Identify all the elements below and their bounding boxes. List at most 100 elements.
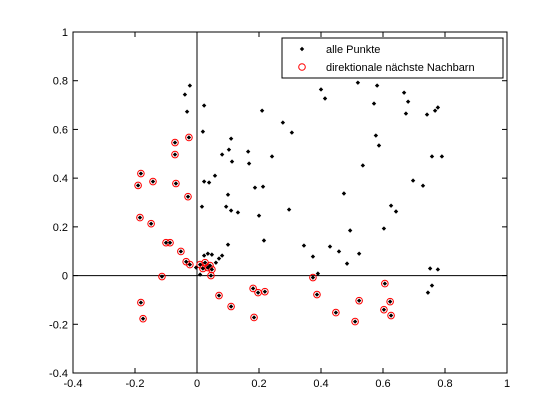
- point: [251, 315, 257, 320]
- neighbor-point: [261, 287, 269, 296]
- point: [228, 208, 234, 213]
- x-tick-label: 0.4: [313, 378, 328, 390]
- point: [167, 240, 173, 245]
- point: [209, 252, 215, 257]
- point: [178, 249, 184, 254]
- point: [245, 149, 251, 154]
- x-tick-label: -0.2: [126, 378, 145, 390]
- point: [201, 103, 207, 108]
- neighbor-point: [227, 302, 235, 311]
- point: [401, 90, 407, 95]
- neighbor-point: [171, 138, 179, 147]
- point: [173, 181, 179, 186]
- point: [310, 254, 316, 259]
- point: [429, 154, 435, 159]
- y-tick-label: 0.6: [53, 124, 68, 136]
- point: [260, 184, 266, 189]
- point: [286, 207, 292, 212]
- legend-marker: [299, 46, 305, 52]
- point: [336, 249, 342, 254]
- neighbor-point: [215, 291, 223, 300]
- neighbor-point: [139, 314, 147, 323]
- point: [138, 300, 144, 305]
- point: [333, 310, 339, 315]
- point: [137, 215, 143, 220]
- point: [202, 260, 208, 265]
- y-tick-label: 0.8: [53, 76, 68, 88]
- point: [229, 159, 235, 164]
- point: [225, 192, 231, 197]
- neighbor-point: [186, 260, 194, 269]
- x-tick-label: 1: [504, 378, 510, 390]
- point: [212, 173, 218, 178]
- point: [187, 262, 193, 267]
- y-tick-label: -0.2: [49, 319, 68, 331]
- point: [186, 135, 192, 140]
- point: [200, 266, 206, 271]
- point: [209, 267, 215, 272]
- x-tick-label: 0.2: [251, 378, 266, 390]
- point: [315, 271, 321, 276]
- point: [289, 130, 295, 135]
- legend-box: [281, 37, 504, 79]
- point: [310, 275, 316, 280]
- point: [341, 191, 347, 196]
- point: [427, 266, 433, 271]
- point: [246, 161, 252, 166]
- neighbor-point: [380, 305, 388, 314]
- neighbor-point: [387, 311, 395, 320]
- point: [197, 272, 203, 277]
- point: [163, 240, 169, 245]
- point: [252, 185, 258, 190]
- point: [381, 307, 387, 312]
- point: [280, 120, 286, 125]
- neighbor-point: [208, 265, 216, 274]
- point: [410, 178, 416, 183]
- point: [352, 319, 358, 324]
- x-tick-label: 0.8: [437, 378, 452, 390]
- neighbor-point: [355, 296, 363, 305]
- neighbor-point: [177, 247, 185, 256]
- point: [213, 260, 219, 265]
- point: [373, 133, 379, 138]
- point: [219, 152, 225, 157]
- point: [356, 298, 362, 303]
- point: [184, 109, 190, 114]
- point: [314, 292, 320, 297]
- point: [250, 286, 256, 291]
- point: [206, 180, 212, 185]
- point: [388, 203, 394, 208]
- point: [140, 316, 146, 321]
- point: [318, 87, 324, 92]
- point: [420, 183, 426, 188]
- point: [262, 289, 268, 294]
- point: [199, 204, 205, 209]
- point: [344, 261, 350, 266]
- point: [148, 221, 154, 226]
- point: [223, 204, 229, 209]
- point: [439, 154, 445, 159]
- plot-area: [73, 32, 507, 373]
- point: [138, 171, 144, 176]
- neighbor-point: [171, 150, 179, 159]
- point: [159, 274, 165, 279]
- point: [216, 293, 222, 298]
- neighbor-point: [158, 272, 166, 281]
- point: [435, 105, 441, 110]
- point: [205, 265, 211, 270]
- point: [172, 152, 178, 157]
- neighbor-point: [172, 179, 180, 188]
- neighbor-point: [137, 169, 145, 178]
- point: [193, 265, 199, 270]
- y-tick-label: 1: [62, 27, 68, 39]
- point: [187, 83, 193, 88]
- point: [403, 111, 409, 116]
- point: [205, 251, 211, 256]
- neighbor-point: [309, 273, 317, 282]
- point: [327, 244, 333, 249]
- point: [435, 267, 441, 272]
- point: [432, 108, 438, 113]
- neighbor-point: [184, 192, 192, 201]
- x-tick-label: 0: [194, 378, 200, 390]
